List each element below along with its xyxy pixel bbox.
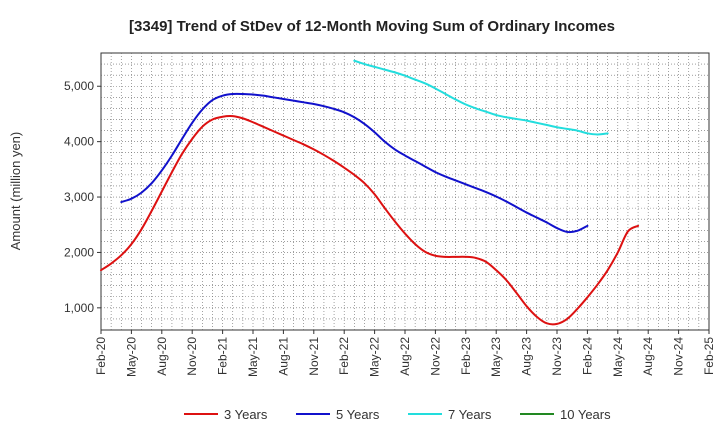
x-tick-label: Aug-22 [398,337,412,376]
y-tick-label: 1,000 [64,301,94,315]
x-tick-label: Nov-23 [550,337,564,376]
x-tick-label: May-21 [246,337,260,377]
series-line-3-years [100,115,640,326]
x-tick-label: Nov-20 [185,337,199,376]
legend-label-7-years: 7 Years [448,407,492,422]
x-tick-label: May-22 [368,337,382,377]
y-tick-label: 5,000 [64,79,94,93]
legend-label-3-years: 3 Years [224,407,268,422]
x-tick-label: Nov-22 [428,337,442,376]
series-line-5-years [120,92,589,234]
x-axis: Feb-20 May-20 Aug-20 Nov-20 Feb-21 May-21 Aug-… [94,330,716,377]
legend: 3 Years 5 Years 7 Years 10 Years [184,407,611,422]
x-tick-label: May-20 [124,337,138,377]
x-tick-label: Feb-20 [94,337,108,375]
x-tick-label: May-24 [611,337,625,377]
series-layer [100,59,640,326]
x-tick-label: Feb-22 [337,337,351,375]
series-line-7-years [353,59,609,136]
grid-lines [101,53,709,330]
y-axis: 1,000 2,000 3,000 4,000 5,000 [64,79,101,315]
legend-label-5-years: 5 Years [336,407,380,422]
x-tick-label: Nov-21 [307,337,321,376]
y-tick-label: 3,000 [64,190,94,204]
x-tick-label: Feb-23 [459,337,473,375]
x-tick-label: May-23 [489,337,503,377]
y-tick-label: 4,000 [64,135,94,149]
y-tick-label: 2,000 [64,245,94,259]
x-tick-label: Aug-24 [641,337,655,376]
y-axis-label: Amount (million yen) [8,132,23,251]
x-tick-label: Aug-23 [520,337,534,376]
x-tick-label: Feb-21 [216,337,230,375]
x-tick-label: Nov-24 [672,337,686,376]
x-tick-label: Feb-24 [580,337,594,375]
legend-label-10-years: 10 Years [560,407,611,422]
x-tick-label: Aug-21 [276,337,290,376]
x-tick-label: Aug-20 [155,337,169,376]
x-tick-label: Feb-25 [702,337,716,375]
chart-title: [3349] Trend of StDev of 12-Month Moving… [129,18,615,35]
